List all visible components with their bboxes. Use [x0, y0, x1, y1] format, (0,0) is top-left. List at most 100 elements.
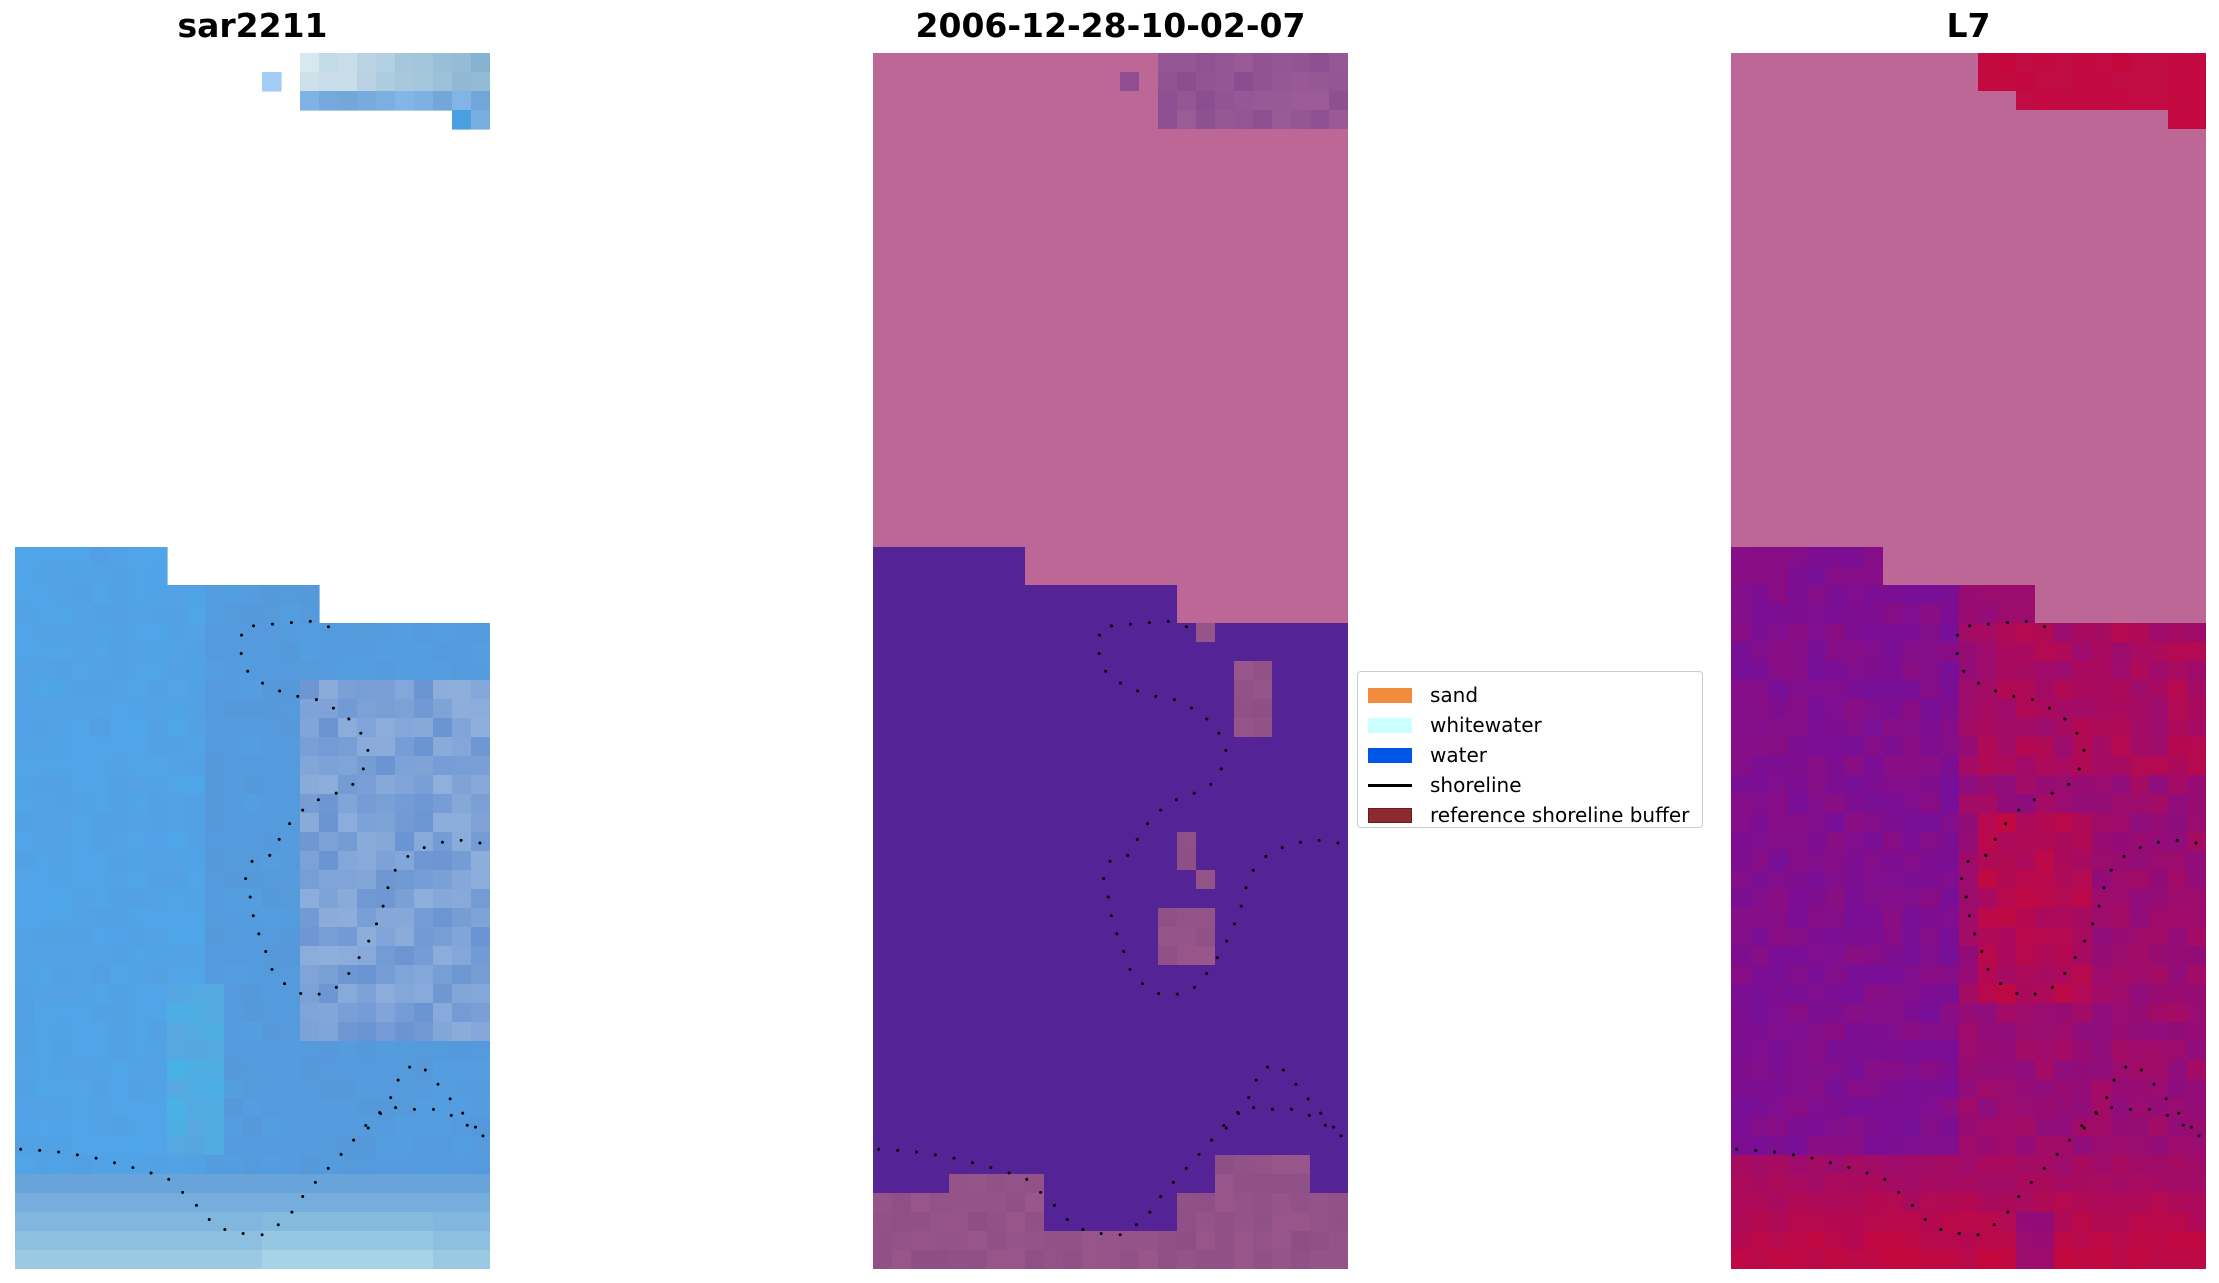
- rgb-pixel: [414, 1174, 434, 1194]
- class-pixel: [968, 775, 988, 795]
- index-pixel: [1788, 357, 1808, 377]
- index-pixel: [1731, 471, 1751, 491]
- class-pixel: [911, 1212, 931, 1232]
- class-pixel: [1120, 319, 1140, 339]
- index-pixel: [1940, 1231, 1960, 1251]
- index-pixel: [2035, 528, 2055, 548]
- rgb-pixel: [357, 1041, 377, 1061]
- class-pixel: [1329, 452, 1348, 472]
- class-pixel: [1196, 338, 1216, 358]
- class-pixel: [1215, 1136, 1235, 1156]
- class-pixel: [1272, 661, 1292, 681]
- index-pixel: [1864, 756, 1884, 776]
- index-pixel: [2073, 642, 2093, 662]
- index-pixel: [1978, 1136, 1998, 1156]
- class-pixel: [1025, 1231, 1045, 1251]
- index-pixel: [2168, 566, 2188, 586]
- class-pixel: [1177, 661, 1197, 681]
- legend-label: reference shoreline buffer: [1430, 803, 1690, 827]
- rgb-pixel: [72, 623, 92, 643]
- class-pixel: [892, 357, 912, 377]
- index-pixel: [2187, 813, 2206, 833]
- index-pixel: [2054, 1250, 2074, 1269]
- rgb-pixel: [357, 1117, 377, 1137]
- class-pixel: [968, 604, 988, 624]
- index-pixel: [1959, 490, 1979, 510]
- class-pixel: [892, 680, 912, 700]
- class-pixel: [1329, 53, 1348, 73]
- index-pixel: [1940, 984, 1960, 1004]
- rgb-pixel: [433, 775, 453, 795]
- index-pixel: [1921, 1212, 1941, 1232]
- rgb-pixel: [243, 927, 263, 947]
- index-pixel: [2187, 604, 2206, 624]
- class-pixel: [1025, 737, 1045, 757]
- class-pixel: [1063, 319, 1083, 339]
- rgb-pixel: [205, 661, 225, 681]
- class-pixel: [968, 224, 988, 244]
- class-pixel: [1120, 243, 1140, 263]
- rgb-pixel: [15, 585, 35, 605]
- class-pixel: [1082, 1136, 1102, 1156]
- index-pixel: [1826, 623, 1846, 643]
- index-pixel: [2035, 262, 2055, 282]
- class-pixel: [1291, 1174, 1311, 1194]
- rgb-pixel: [91, 718, 111, 738]
- index-pixel: [2092, 129, 2112, 149]
- rgb-pixel: [414, 908, 434, 928]
- class-pixel: [1310, 376, 1330, 396]
- index-pixel: [1807, 870, 1827, 890]
- rgb-pixel: [281, 1250, 301, 1269]
- rgb-pixel: [72, 889, 92, 909]
- rgb-pixel: [186, 946, 206, 966]
- index-pixel: [1959, 53, 1979, 73]
- class-pixel: [911, 1174, 931, 1194]
- rgb-pixel: [129, 604, 149, 624]
- class-pixel: [1006, 1231, 1026, 1251]
- rgb-pixel: [395, 1174, 415, 1194]
- class-pixel: [1272, 53, 1292, 73]
- index-pixel: [1921, 490, 1941, 510]
- class-pixel: [1139, 1041, 1159, 1061]
- class-pixel: [1158, 585, 1178, 605]
- rgb-pixel: [433, 661, 453, 681]
- rgb-pixel: [300, 1041, 320, 1061]
- class-pixel: [1044, 1155, 1064, 1175]
- index-pixel: [1978, 1022, 1998, 1042]
- class-pixel: [1101, 680, 1121, 700]
- index-pixel: [1997, 889, 2017, 909]
- class-pixel: [1025, 813, 1045, 833]
- class-pixel: [968, 965, 988, 985]
- rgb-pixel: [91, 1231, 111, 1251]
- index-pixel: [1940, 471, 1960, 491]
- rgb-pixel: [395, 1060, 415, 1080]
- class-pixel: [1234, 908, 1254, 928]
- index-pixel: [1731, 53, 1751, 73]
- index-pixel: [2149, 1041, 2169, 1061]
- class-pixel: [1063, 927, 1083, 947]
- class-pixel: [968, 1060, 988, 1080]
- class-pixel: [1329, 566, 1348, 586]
- rgb-pixel: [186, 680, 206, 700]
- rgb-pixel: [376, 794, 396, 814]
- class-pixel: [1272, 148, 1292, 168]
- class-pixel: [1329, 737, 1348, 757]
- class-pixel: [1044, 737, 1064, 757]
- index-pixel: [2130, 262, 2150, 282]
- index-pixel: [2111, 775, 2131, 795]
- index-pixel: [1940, 1155, 1960, 1175]
- index-pixel: [2130, 1022, 2150, 1042]
- rgb-pixel: [262, 1193, 282, 1213]
- index-pixel: [2092, 1250, 2112, 1269]
- class-pixel: [930, 357, 950, 377]
- rgb-pixel: [224, 946, 244, 966]
- class-pixel: [1101, 1003, 1121, 1023]
- index-pixel: [2016, 737, 2036, 757]
- index-pixel: [1845, 851, 1865, 871]
- panel-title-index: L7: [1946, 6, 1991, 45]
- class-pixel: [1196, 1022, 1216, 1042]
- index-pixel: [1788, 718, 1808, 738]
- index-pixel: [1997, 623, 2017, 643]
- index-pixel: [1807, 1098, 1827, 1118]
- index-pixel: [1921, 661, 1941, 681]
